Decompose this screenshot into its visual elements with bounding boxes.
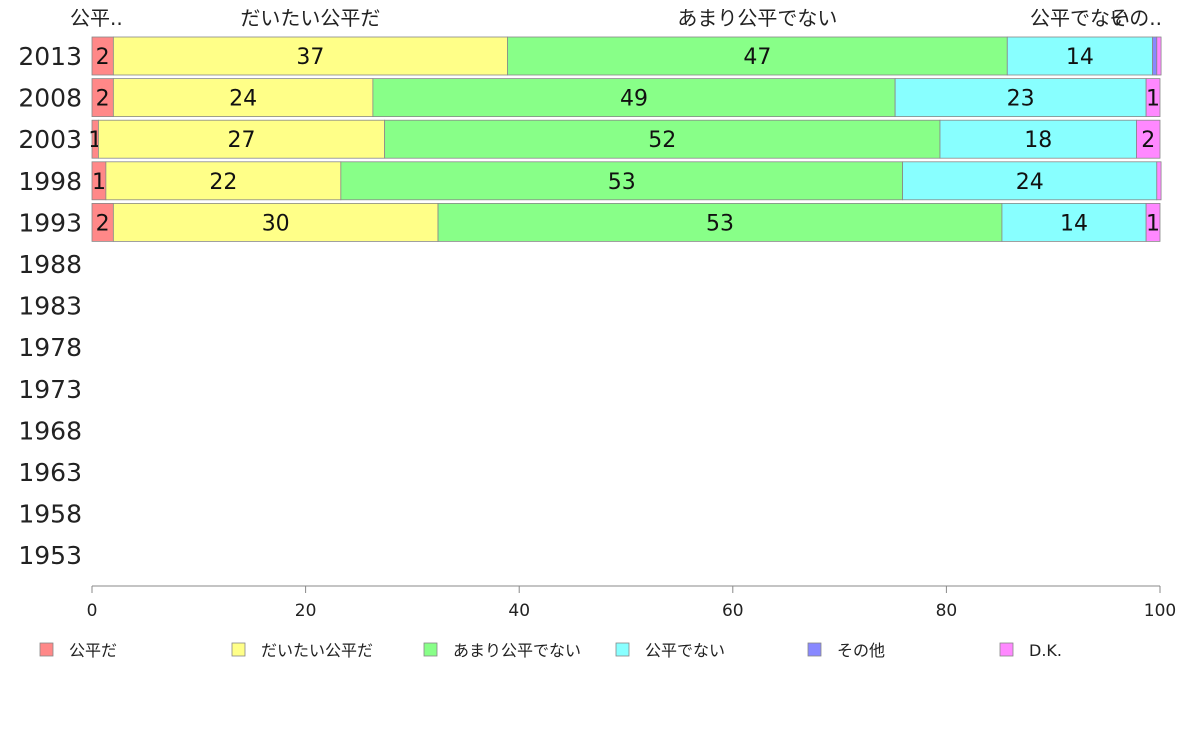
- legend-swatch-5: [999, 642, 1014, 657]
- bar-segment-1993-2: [437, 202, 1003, 242]
- value-label-2008-3: 23: [1007, 87, 1035, 112]
- legend-swatch-3: [615, 642, 630, 657]
- legend-swatch-2: [423, 642, 438, 657]
- bar-segment-1998-3: [902, 161, 1158, 201]
- value-label-2003-1: 27: [228, 128, 256, 153]
- x-tick-label-40: 40: [508, 601, 530, 621]
- bar-segment-2003-2: [384, 119, 941, 159]
- bar-segment-2013-3: [1006, 36, 1153, 76]
- legend-label-2: あまり公平でない: [453, 641, 581, 660]
- x-tick-label-100: 100: [1144, 601, 1176, 621]
- year-label-1998: 1998: [18, 167, 82, 196]
- legend-swatch-1: [231, 642, 246, 657]
- value-label-1993-2: 53: [706, 211, 734, 236]
- x-tick-label-0: 0: [87, 601, 98, 621]
- value-label-1993-3: 14: [1060, 211, 1088, 236]
- value-label-2008-1: 24: [229, 87, 257, 112]
- legend-label-4: その他: [837, 641, 885, 660]
- bar-segment-2013-2: [507, 36, 1008, 76]
- year-label-2003: 2003: [18, 125, 82, 154]
- value-label-2008-2: 49: [620, 87, 648, 112]
- bar-segment-2008-1: [112, 78, 374, 117]
- bar-segment-1998-5: [1156, 161, 1162, 201]
- x-tick-label-80: 80: [936, 601, 958, 621]
- year-label-1953: 1953: [18, 541, 82, 570]
- value-label-2008-5: 1: [1146, 87, 1160, 112]
- year-label-2008: 2008: [18, 84, 82, 113]
- legend-label-1: だいたい公平だ: [261, 641, 373, 660]
- bar-segment-2013-1: [112, 36, 508, 76]
- value-label-2013-0: 2: [96, 45, 110, 70]
- bar-segment-2008-2: [372, 78, 896, 117]
- series-top-label-0: 公平..: [70, 6, 123, 30]
- bar-segment-1993-3: [1001, 202, 1147, 242]
- x-tick-label-60: 60: [722, 601, 744, 621]
- year-label-1983: 1983: [18, 292, 82, 321]
- series-top-label-3: 公平でない: [1030, 6, 1130, 30]
- value-label-2013-2: 47: [743, 45, 771, 70]
- value-label-1998-2: 53: [608, 170, 636, 195]
- value-label-2003-2: 52: [648, 128, 676, 153]
- year-label-1963: 1963: [18, 458, 82, 487]
- legend-label-5: D.K.: [1029, 641, 1062, 660]
- year-label-2013: 2013: [18, 42, 82, 71]
- bar-segment-2003-1: [98, 119, 386, 159]
- value-label-1993-1: 30: [262, 211, 290, 236]
- value-label-2013-1: 37: [296, 45, 324, 70]
- bar-segment-2003-5: [1136, 119, 1161, 159]
- value-label-1998-0: 1: [92, 170, 106, 195]
- x-tick-label-20: 20: [295, 601, 317, 621]
- bar-segment-2013-4: [1152, 36, 1158, 76]
- value-label-1998-3: 24: [1016, 170, 1044, 195]
- series-top-label-2: あまり公平でない: [677, 6, 837, 30]
- bar-segment-1993-5: [1145, 202, 1161, 242]
- legend-swatch-0: [39, 642, 54, 657]
- value-label-2003-3: 18: [1024, 128, 1052, 153]
- value-label-1998-1: 22: [209, 170, 237, 195]
- value-label-1993-5: 1: [1146, 211, 1160, 236]
- bar-segment-1998-2: [340, 161, 904, 201]
- year-label-1973: 1973: [18, 375, 82, 404]
- bar-segment-2008-3: [894, 78, 1147, 117]
- series-top-label-1: だいたい公平だ: [240, 6, 380, 30]
- year-label-1993: 1993: [18, 208, 82, 237]
- bar-segment-2008-5: [1145, 78, 1161, 117]
- bar-segment-1998-1: [105, 161, 342, 201]
- legend-swatch-4: [807, 642, 822, 657]
- year-label-1988: 1988: [18, 250, 82, 279]
- year-label-1968: 1968: [18, 416, 82, 445]
- year-label-1958: 1958: [18, 500, 82, 529]
- legend-label-3: 公平でない: [645, 641, 725, 660]
- legend-label-0: 公平だ: [69, 641, 117, 660]
- value-label-2013-3: 14: [1066, 45, 1094, 70]
- value-label-2003-5: 2: [1141, 128, 1155, 153]
- series-top-label-4: その..: [1109, 6, 1162, 30]
- value-label-2008-0: 2: [96, 87, 110, 112]
- year-label-1978: 1978: [18, 333, 82, 362]
- value-label-1993-0: 2: [96, 211, 110, 236]
- bar-segment-2013-5: [1156, 36, 1162, 76]
